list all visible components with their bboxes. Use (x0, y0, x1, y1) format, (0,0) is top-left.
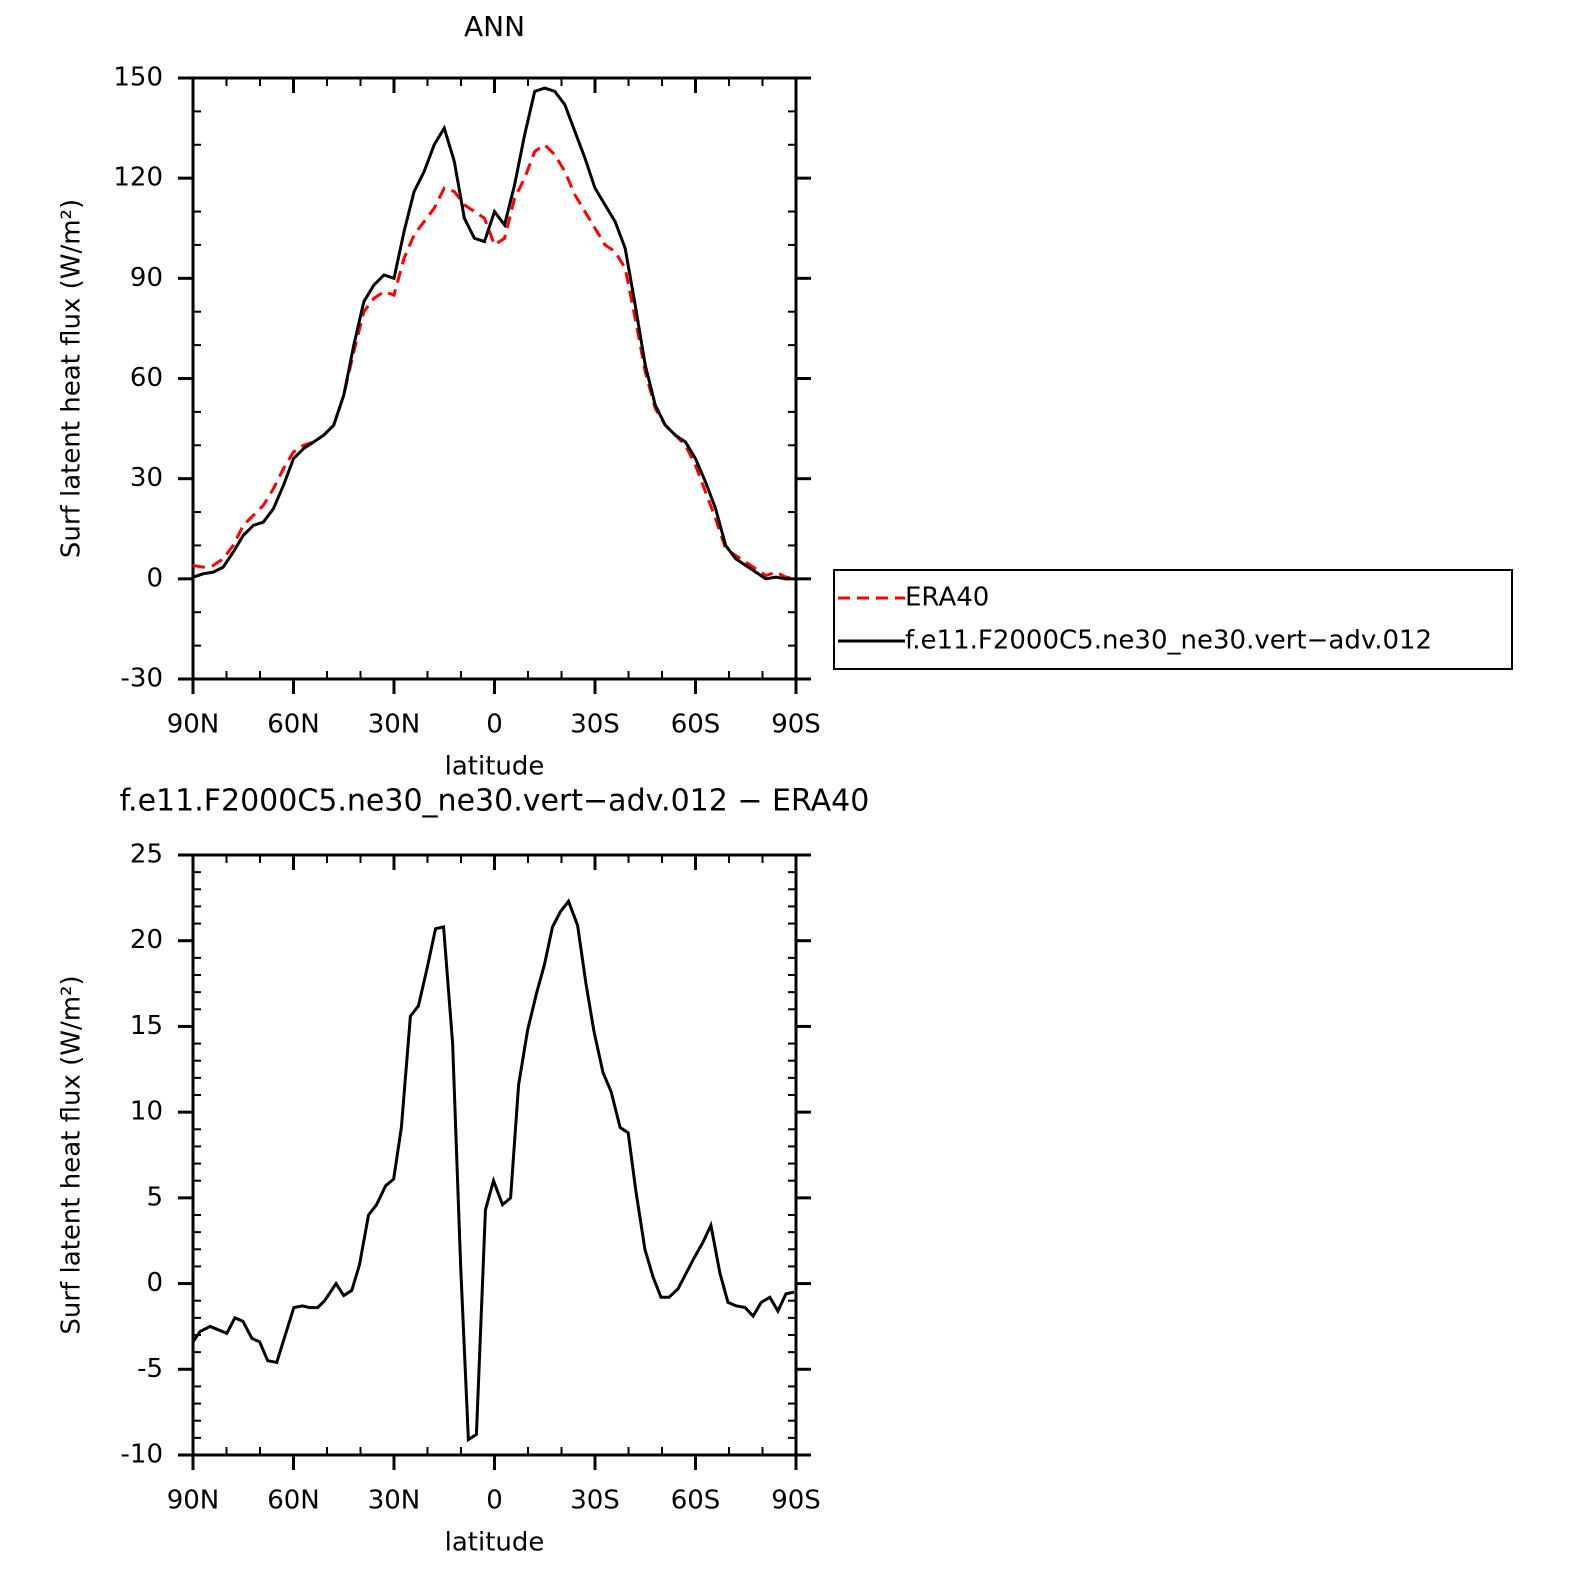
y-tick-label: 15 (130, 1011, 163, 1041)
x-axis-label: latitude (445, 1528, 545, 1558)
x-tick-label: 0 (486, 710, 503, 740)
data-line (192, 86, 796, 581)
y-tick-label: 120 (113, 163, 163, 193)
data-line (191, 898, 795, 1443)
y-tick-label: 5 (146, 1182, 163, 1212)
x-tick-label: 90N (167, 710, 220, 740)
x-tick-label: 90S (771, 710, 821, 740)
y-tick-label: 20 (130, 925, 163, 955)
data-line (192, 142, 797, 581)
legend-box (833, 569, 1513, 670)
y-tick-label: -10 (121, 1440, 163, 1470)
y-tick-label: 60 (130, 363, 163, 393)
x-tick-label: 30N (368, 710, 421, 740)
y-tick-label: 0 (146, 563, 163, 593)
chart-title: f.e11.F2000C5.ne30_ne30.vert−adv.012 − E… (120, 784, 870, 819)
x-tick-label: 60N (267, 1486, 320, 1516)
legend-label: f.e11.F2000C5.ne30_ne30.vert−adv.012 (905, 626, 1432, 656)
x-tick-label: 90N (167, 1486, 220, 1516)
x-axis-label: latitude (445, 752, 545, 782)
legend-label: ERA40 (905, 583, 989, 613)
y-tick-label: 150 (113, 63, 163, 93)
x-tick-label: 30N (368, 1486, 421, 1516)
x-tick-label: 30S (570, 1486, 620, 1516)
y-tick-label: -30 (121, 664, 163, 694)
y-tick-label: 90 (130, 263, 163, 293)
x-tick-label: 60S (671, 1486, 721, 1516)
chart-title: ANN (464, 10, 525, 43)
x-tick-label: 0 (486, 1486, 503, 1516)
y-tick-label: 30 (130, 463, 163, 493)
y-axis-label: Surf latent heat flux (W/m²) (57, 199, 87, 558)
x-tick-label: 90S (771, 1486, 821, 1516)
y-tick-label: 0 (146, 1268, 163, 1298)
y-axis-label: Surf latent heat flux (W/m²) (57, 975, 87, 1334)
plot-frame (191, 76, 798, 681)
x-tick-label: 60S (671, 710, 721, 740)
y-tick-label: -5 (137, 1354, 163, 1384)
x-tick-label: 60N (267, 710, 320, 740)
y-tick-label: 10 (130, 1097, 163, 1127)
y-tick-label: 25 (130, 840, 163, 870)
x-tick-label: 30S (570, 710, 620, 740)
plot-frame (191, 853, 798, 1457)
